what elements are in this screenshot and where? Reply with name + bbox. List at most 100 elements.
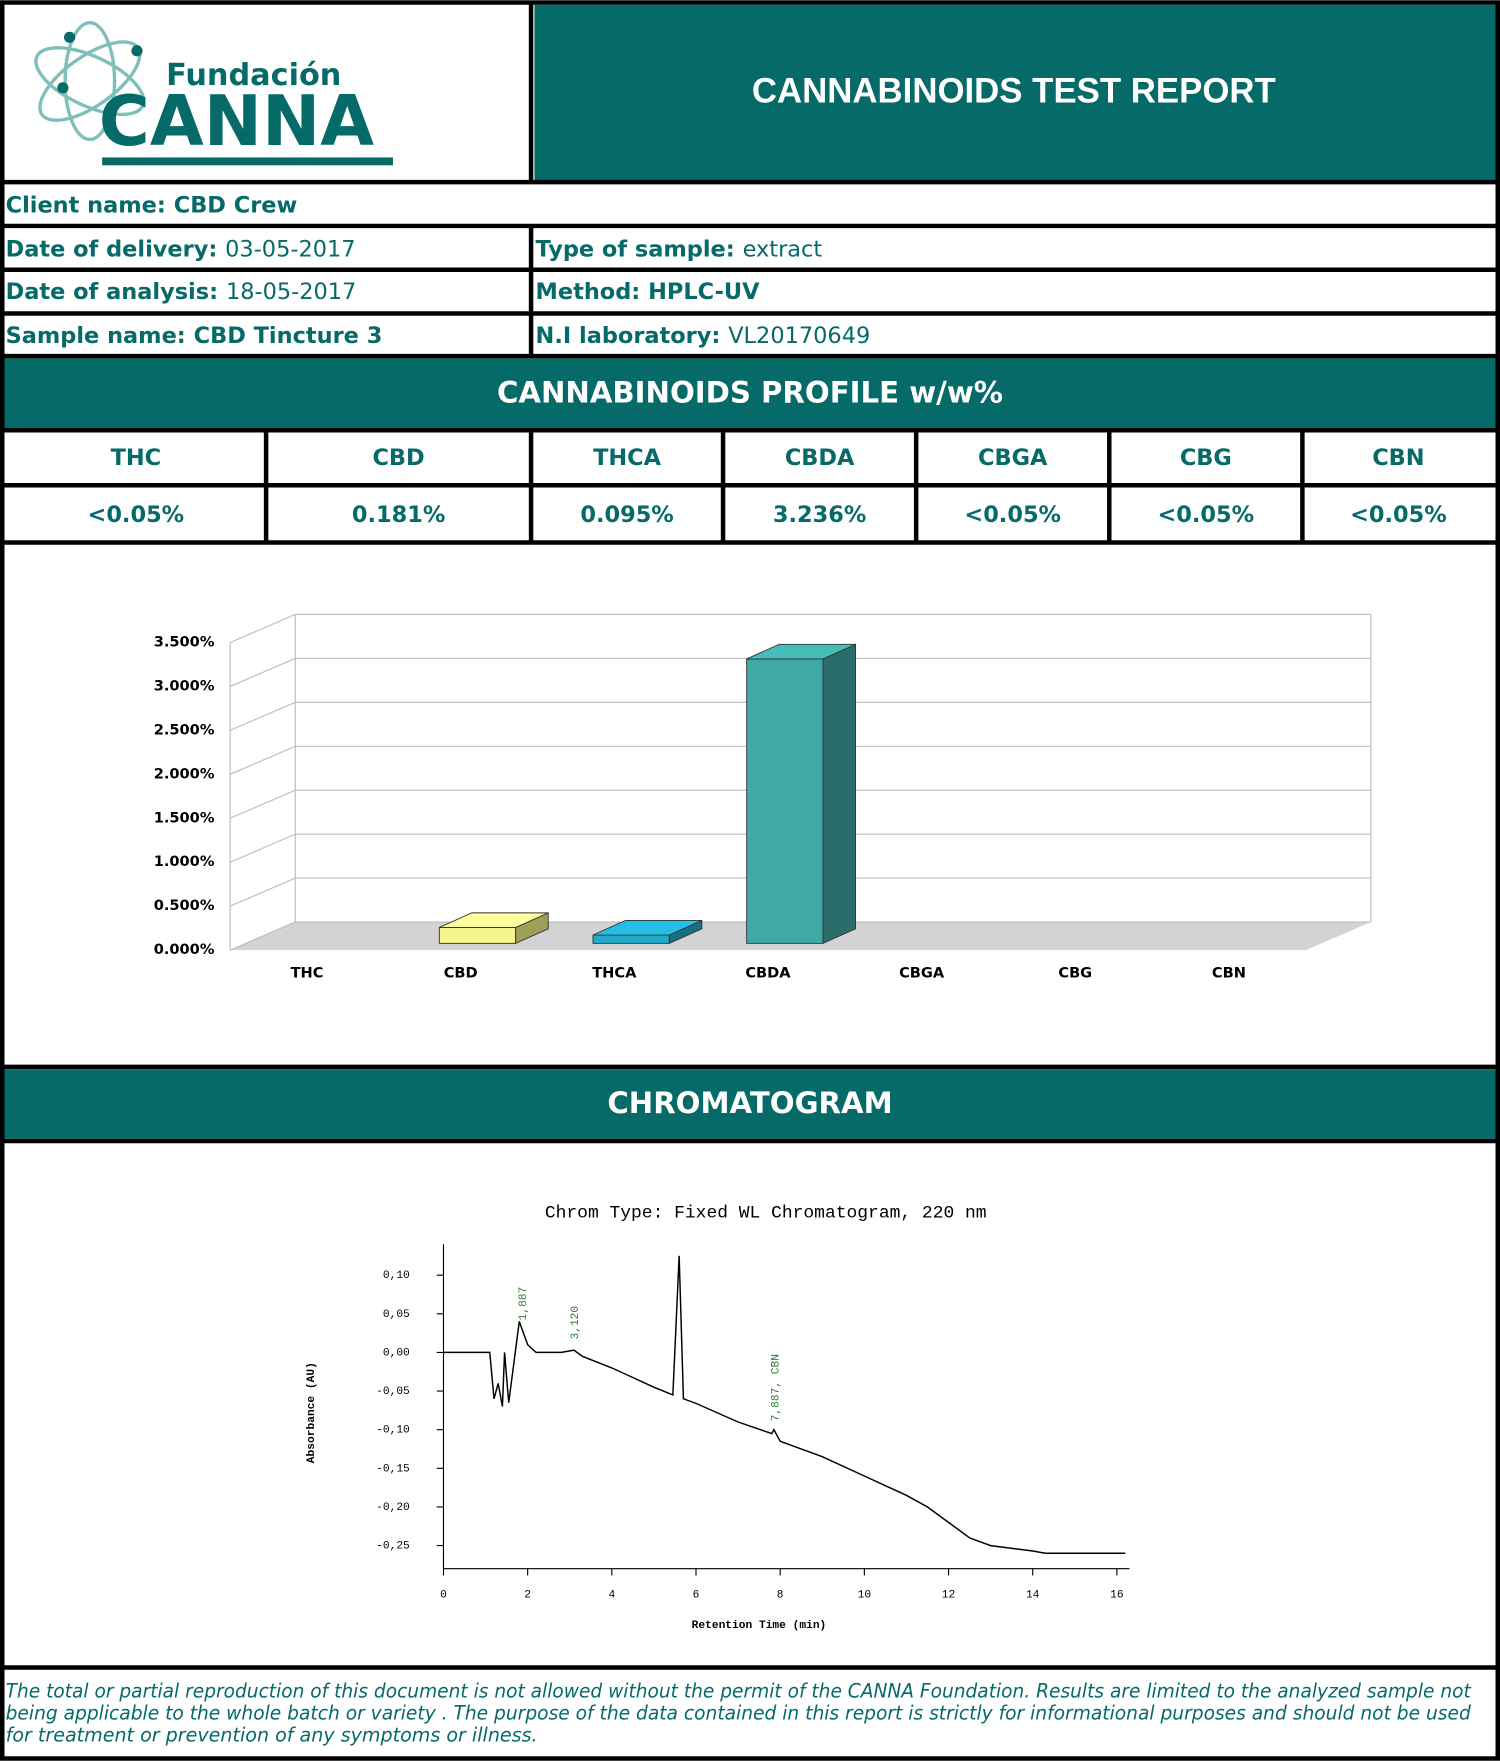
field-value: CBD Tincture 3 (194, 322, 383, 348)
grid-line (229, 745, 1371, 775)
bar-top (439, 912, 549, 928)
grid-line (229, 701, 1371, 731)
y-tick-label: 2.500% (154, 721, 215, 738)
x-tick-label: CBGA (899, 965, 945, 982)
table-value: 0.095% (580, 502, 673, 528)
field-label: Method: (536, 279, 641, 305)
y-tick-label: 0.500% (154, 897, 215, 914)
grid-line (229, 877, 1371, 907)
table-header: CBD (372, 445, 424, 471)
table-header: CBDA (785, 445, 855, 471)
bar-top (746, 643, 856, 660)
field-value: HPLC-UV (648, 279, 760, 305)
x-tick-label: 14 (1026, 1590, 1040, 1602)
y-tick-label: -0,25 (376, 1541, 410, 1553)
table-header: THC (111, 445, 162, 471)
grid-line (229, 921, 1371, 951)
field-label: Sample name: (6, 322, 186, 348)
report-title: CANNABINOIDS TEST REPORT (752, 72, 1276, 111)
chromatogram-line (443, 1255, 1126, 1554)
table-value: <0.05% (1350, 502, 1447, 528)
field-label: Client name: (6, 192, 166, 218)
y-axis-label: Absorbance (AU) (306, 1362, 318, 1463)
disclaimer-line: for treatment or prevention of any sympt… (6, 1725, 538, 1747)
field-value: extract (743, 236, 823, 262)
charts: THC <0.05% CBD 0.181% THCA 0.095% CBDA 3.236% CB… (88, 445, 1447, 1632)
x-tick-label: THCA (592, 965, 637, 982)
x-tick-label: 6 (693, 1590, 700, 1602)
lab-number: N.I laboratory: VL20170649 (536, 322, 871, 348)
x-tick-label: 8 (777, 1590, 784, 1602)
x-tick-label: THC (291, 965, 324, 982)
bar (438, 927, 517, 944)
table-header: CBG (1180, 445, 1232, 471)
y-tick-label: 0,10 (383, 1270, 410, 1282)
table-header: CBGA (978, 445, 1048, 471)
field-label: Type of sample: (536, 236, 735, 262)
field-label: N.I laboratory: (536, 322, 721, 348)
client-name: Client name: CBD Crew (6, 192, 298, 218)
x-tick-label: CBN (1212, 965, 1246, 982)
bar-top (592, 919, 703, 936)
chart-title: Chrom Type: Fixed WL Chromatogram, 220 n… (545, 1204, 987, 1224)
y-tick-label: 0,00 (383, 1347, 410, 1359)
y-tick-label: -0,10 (376, 1425, 410, 1437)
sample-type: Type of sample: extract (536, 236, 823, 262)
y-tick-label: 0.000% (154, 941, 215, 958)
logo-top: Fundación (166, 58, 341, 93)
x-tick-label: 12 (942, 1590, 955, 1602)
title-band (534, 4, 1496, 182)
method: Method: HPLC-UV (536, 279, 761, 305)
table-value: <0.05% (1158, 502, 1255, 528)
y-tick-label: -0,05 (376, 1386, 410, 1398)
x-tick-label: 16 (1110, 1590, 1123, 1602)
x-axis-label: Retention Time (min) (692, 1620, 827, 1632)
chromatogram-band (4, 1069, 1496, 1139)
bar (746, 658, 824, 944)
y-tick-label: 0,05 (383, 1309, 410, 1321)
profile-band (4, 358, 1496, 429)
field-label: Date of analysis: (6, 279, 218, 305)
field-value: 18-05-2017 (226, 279, 356, 305)
x-tick-label: 10 (858, 1590, 872, 1602)
grid-line (229, 833, 1371, 863)
peak-label: 7,887, CBN (770, 1354, 782, 1421)
y-tick-label: 1.500% (154, 809, 215, 826)
table-value: <0.05% (964, 502, 1061, 528)
field-value: VL20170649 (728, 322, 870, 348)
y-tick-label: 1.000% (154, 853, 215, 870)
y-tick-label: 3.500% (154, 633, 215, 650)
y-tick-label: 2.000% (154, 765, 215, 782)
table-header: THCA (593, 445, 662, 471)
x-tick-label: CBDA (745, 965, 791, 982)
x-tick-label: CBD (444, 965, 478, 982)
x-tick-label: 2 (524, 1590, 531, 1602)
bar-side (822, 643, 856, 945)
y-tick-label: -0,15 (376, 1463, 410, 1475)
table-value: 3.236% (773, 502, 866, 528)
peak-label: 1,887 (518, 1287, 530, 1321)
table-value: <0.05% (88, 502, 185, 528)
bar (592, 934, 670, 944)
chromatogram-heading: CHROMATOGRAM (607, 1086, 892, 1120)
x-tick-label: 4 (608, 1590, 615, 1602)
field-value: CBD Crew (174, 192, 297, 218)
table-header: CBN (1372, 445, 1424, 471)
grid-line (229, 657, 1371, 687)
y-tick-label: 3.000% (154, 677, 215, 694)
grid-line (229, 789, 1371, 819)
analysis-date: Date of analysis: 18-05-2017 (6, 279, 357, 305)
disclaimer-line: The total or partial reproduction of thi… (6, 1681, 1473, 1703)
table-value: 0.181% (352, 502, 445, 528)
delivery-date: Date of delivery: 03-05-2017 (6, 236, 356, 262)
field-label: Date of delivery: (6, 236, 218, 262)
sample-name: Sample name: CBD Tincture 3 (6, 322, 383, 348)
y-tick-label: -0,20 (376, 1502, 410, 1514)
x-tick-label: 0 (440, 1590, 447, 1602)
disclaimer-line: being applicable to the whole batch or v… (6, 1703, 1472, 1725)
logo: Fundación CANNA (34, 21, 393, 166)
footer: The total or partial reproduction of thi… (6, 1681, 1473, 1747)
grid-line (229, 613, 1371, 643)
logo-main: CANNA (99, 81, 374, 162)
